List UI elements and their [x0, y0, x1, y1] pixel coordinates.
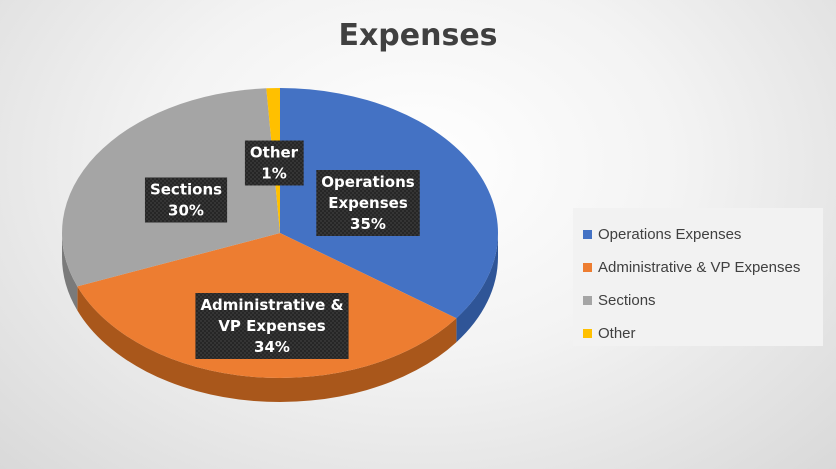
- data-label-text: Administrative &: [200, 296, 343, 314]
- data-label-text: 30%: [168, 202, 204, 220]
- data-label-text: Sections: [150, 181, 222, 199]
- legend-label: Operations Expenses: [598, 226, 742, 243]
- legend-swatch: [583, 296, 592, 305]
- data-label-box: [195, 293, 349, 359]
- pie-side-operations-expenses: [456, 233, 498, 343]
- data-label-text: Other: [250, 144, 299, 162]
- legend-label: Other: [598, 325, 636, 342]
- legend-item-administrative[interactable]: Administrative & VP Expenses: [583, 251, 823, 284]
- data-label-operations-expenses: Operations Expenses 35%: [316, 170, 420, 236]
- data-label-other: Other 1%: [244, 140, 304, 186]
- data-label-sections: Sections 30%: [144, 177, 228, 223]
- data-label-box: [316, 170, 420, 236]
- legend-label: Sections: [598, 292, 656, 309]
- legend-swatch: [583, 230, 592, 239]
- chart-title: Expenses: [338, 18, 498, 53]
- legend-swatch: [583, 263, 592, 272]
- data-label-box: [244, 140, 304, 186]
- data-label-group: Operations Expenses 35% Administrative & VP …: [144, 140, 420, 359]
- pie-side-administrative-vp-expenses: [77, 286, 457, 402]
- data-label-text: 1%: [261, 165, 286, 183]
- legend: Operations Expenses Administrative & VP …: [573, 208, 823, 346]
- legend-item-other[interactable]: Other: [583, 317, 823, 350]
- legend-item-sections[interactable]: Sections: [583, 284, 823, 317]
- data-label-text: VP Expenses: [218, 317, 325, 335]
- pie-side-group: [62, 233, 498, 402]
- data-label-text: 35%: [350, 215, 386, 233]
- legend-item-operations[interactable]: Operations Expenses: [583, 218, 823, 251]
- legend-swatch: [583, 329, 592, 338]
- data-label-text: 34%: [254, 338, 290, 356]
- data-label-text: Expenses: [328, 194, 408, 212]
- data-label-administrative-vp-expenses: Administrative & VP Expenses 34%: [195, 293, 349, 359]
- pie-side-sections: [62, 233, 78, 311]
- legend-label: Administrative & VP Expenses: [598, 259, 801, 276]
- data-label-text: Operations: [321, 173, 414, 191]
- data-label-box: [144, 177, 228, 223]
